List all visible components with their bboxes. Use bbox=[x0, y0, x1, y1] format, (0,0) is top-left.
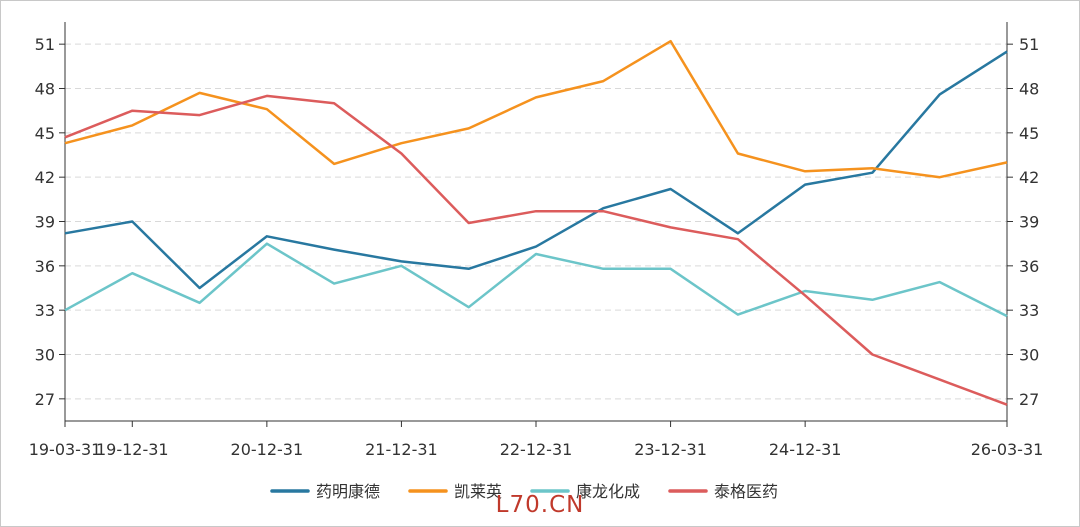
series-lines bbox=[64, 39, 1008, 406]
x-tick-label: 26-03-31 bbox=[971, 440, 1044, 459]
series-line bbox=[64, 39, 1008, 179]
legend: 药明康德 凯莱英 康龙化成 泰格医药 bbox=[270, 482, 778, 501]
y-tick-label-left: 48 bbox=[35, 80, 55, 99]
y-tick-label-right: 27 bbox=[1019, 390, 1039, 409]
y-tick-label-left: 45 bbox=[35, 124, 55, 143]
legend-label: 凯莱英 bbox=[454, 482, 502, 501]
legend-label: 康龙化成 bbox=[576, 482, 640, 501]
y-tick-label-left: 51 bbox=[35, 35, 55, 54]
y-tick-label-right: 36 bbox=[1019, 257, 1039, 276]
y-tick-label-right: 51 bbox=[1019, 35, 1039, 54]
series-line bbox=[64, 242, 1008, 318]
y-tick-label-left: 30 bbox=[35, 346, 55, 365]
y-tick-label-right: 39 bbox=[1019, 213, 1039, 232]
x-tick-label: 19-12-31 bbox=[96, 440, 169, 459]
legend-label: 药明康德 bbox=[316, 482, 380, 501]
y-tick-label-right: 30 bbox=[1019, 346, 1039, 365]
y-tick-label-left: 36 bbox=[35, 257, 55, 276]
y-tick-label-right: 45 bbox=[1019, 124, 1039, 143]
axes: 27 27 30 30 33 33 36 36 39 39 42 42 45 45 48 48 51 51 19-0… bbox=[29, 22, 1044, 459]
y-tick-label-right: 48 bbox=[1019, 80, 1039, 99]
series-line bbox=[64, 50, 1008, 290]
x-tick-label: 22-12-31 bbox=[500, 440, 573, 459]
y-tick-label-left: 33 bbox=[35, 301, 55, 320]
series-line bbox=[64, 94, 1008, 406]
x-tick-label: 24-12-31 bbox=[769, 440, 842, 459]
x-tick-label: 20-12-31 bbox=[231, 440, 304, 459]
x-tick-label: 21-12-31 bbox=[365, 440, 438, 459]
y-tick-label-right: 42 bbox=[1019, 168, 1039, 187]
y-tick-label-left: 42 bbox=[35, 168, 55, 187]
watermark: L70.CN bbox=[495, 492, 585, 518]
y-tick-label-right: 33 bbox=[1019, 301, 1039, 320]
x-tick-label: 23-12-31 bbox=[634, 440, 707, 459]
legend-label: 泰格医药 bbox=[714, 482, 778, 501]
y-tick-label-left: 39 bbox=[35, 213, 55, 232]
x-tick-label: 19-03-31 bbox=[29, 440, 102, 459]
y-tick-label-left: 27 bbox=[35, 390, 55, 409]
